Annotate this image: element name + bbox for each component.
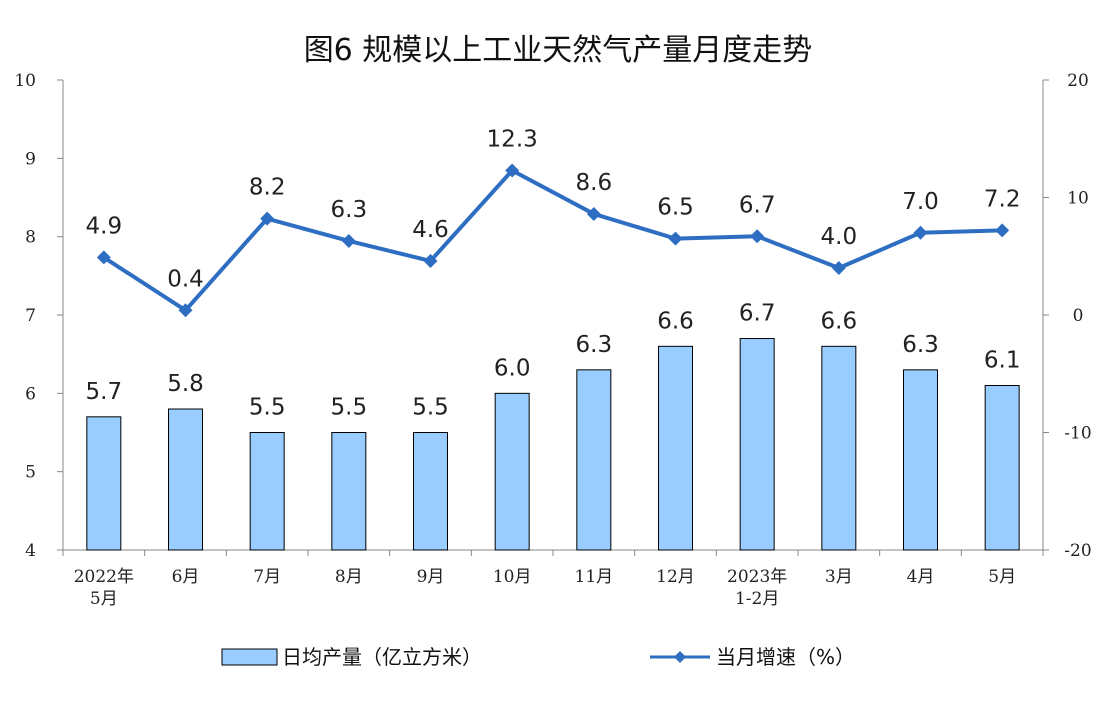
x-tick-label: 7月: [253, 567, 281, 587]
x-tick-label: 4月: [907, 567, 935, 587]
x-tick-label: 6月: [172, 567, 200, 587]
x-tick-label: 2022年: [74, 567, 134, 587]
bar: [821, 345, 857, 551]
line-marker: [995, 223, 1010, 238]
right-y-tick-label: 20: [1067, 71, 1089, 91]
legend: 日均产量（亿立方米） 当月增速（%）: [221, 645, 855, 669]
line-data-label: 4.6: [412, 217, 449, 243]
legend-line-marker: [674, 651, 686, 663]
x-tick-label: 10月: [493, 567, 532, 587]
line-marker: [668, 231, 683, 246]
line-data-label: 6.3: [331, 197, 368, 223]
bar: [739, 338, 775, 551]
line-marker: [260, 211, 275, 226]
left-y-tick-label: 9: [25, 149, 36, 169]
line-data-label: 6.7: [739, 192, 776, 218]
bar-data-label: 5.8: [167, 371, 204, 397]
bar-data-label: 6.0: [494, 355, 531, 381]
bar-data-label: 5.5: [412, 395, 449, 421]
bar: [168, 408, 203, 551]
line-marker: [750, 229, 765, 244]
chart-title: 图6 规模以上工业天然气产量月度走势: [304, 33, 813, 68]
right-y-tick-label: -10: [1064, 424, 1091, 444]
line-data-label: 7.2: [984, 186, 1021, 212]
bar: [984, 385, 1020, 551]
line-marker: [586, 206, 601, 221]
line-data-label: 6.5: [657, 195, 694, 221]
x-tick-label: 5月: [988, 567, 1016, 587]
bar-series: [86, 338, 1020, 551]
x-tick-label: 3月: [825, 567, 853, 587]
line-data-label: 8.6: [576, 170, 613, 196]
x-tick-label: 1-2月: [735, 589, 779, 609]
line-data-label: 7.0: [902, 189, 939, 215]
axes: 4 5 6 7 8 9 10 -20 -10 0 10 20: [14, 71, 1091, 561]
line-marker: [341, 233, 356, 248]
line-data-label: 12.3: [487, 126, 538, 152]
right-y-tick-label: 0: [1073, 306, 1084, 326]
bar-data-labels: 5.7 5.8 5.5 5.5 5.5 6.0 6.3 6.6 6.7 6.6 6.3 6.1: [86, 301, 1021, 421]
bar-data-label: 6.6: [821, 308, 858, 334]
right-y-tick-label: 10: [1067, 189, 1089, 209]
legend-bar-label: 日均产量（亿立方米）: [282, 645, 482, 669]
legend-bar-swatch: [221, 648, 278, 666]
right-y-tick-label: -20: [1064, 541, 1091, 561]
x-tick-label: 5月: [90, 589, 118, 609]
line-marker: [178, 303, 193, 318]
bar-data-label: 5.7: [86, 379, 123, 405]
left-y-tick-label: 7: [25, 306, 36, 326]
line-marker: [505, 163, 520, 178]
bar: [413, 432, 448, 551]
growth-line: [102, 168, 1003, 313]
bar: [903, 369, 938, 551]
x-tick-label: 9月: [417, 567, 445, 587]
left-y-tick-label: 6: [25, 384, 36, 404]
bar-data-label: 6.3: [576, 332, 613, 358]
left-y-tick-label: 10: [14, 71, 36, 91]
line-series: [96, 163, 1010, 318]
x-tick-label: 2023年: [727, 567, 787, 587]
line-data-label: 8.2: [249, 175, 286, 201]
line-marker: [96, 250, 111, 265]
line-data-labels: 4.9 0.4 8.2 6.3 4.6 12.3 8.6 6.5 6.7 4.0 7.0 7.2: [86, 126, 1021, 292]
bar-data-label: 6.3: [902, 332, 939, 358]
x-tick-label: 11月: [575, 567, 614, 587]
bar: [331, 432, 367, 551]
bar-data-label: 5.5: [249, 395, 286, 421]
x-tick-label: 8月: [335, 567, 363, 587]
line-data-label: 0.4: [167, 266, 204, 292]
bar: [86, 416, 122, 551]
line-data-label: 4.9: [86, 213, 123, 239]
line-marker: [913, 225, 928, 240]
line-data-label: 4.0: [821, 224, 858, 250]
x-tick-label: 12月: [656, 567, 695, 587]
left-y-tick-label: 4: [25, 541, 36, 561]
left-y-tick-label: 5: [25, 463, 36, 483]
bar-data-label: 5.5: [331, 395, 368, 421]
line-marker: [423, 253, 438, 268]
bar: [494, 392, 530, 551]
bar: [576, 369, 612, 551]
bar-data-label: 6.7: [739, 301, 776, 327]
bar: [658, 345, 693, 551]
bar-data-label: 6.1: [984, 348, 1021, 374]
bar: [249, 432, 285, 551]
line-marker: [831, 261, 846, 275]
left-y-tick-label: 8: [25, 228, 36, 248]
bar-data-label: 6.6: [657, 308, 694, 334]
legend-line-label: 当月增速（%）: [716, 645, 855, 669]
